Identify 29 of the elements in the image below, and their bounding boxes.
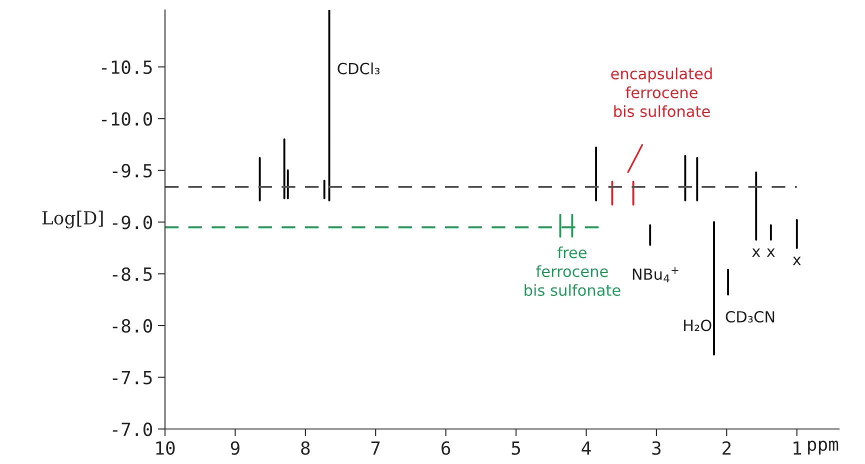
y-tick-label: -7.5 [112, 371, 152, 384]
x-tick-label: 5 [512, 441, 520, 455]
x-tick-label: 7 [371, 441, 380, 455]
y-tick-label: -10.5 [102, 60, 152, 74]
x-tick-label: 2 [722, 441, 731, 455]
annotation: x [752, 248, 760, 257]
x-tick-label: 8 [301, 441, 310, 455]
x-axis-title: ppm [808, 440, 838, 455]
y-tick-label: -8.5 [112, 267, 152, 281]
annotation: free ferrocene bis sulfonate [524, 246, 620, 296]
x-tick-label: 9 [230, 441, 240, 455]
x-tick-label: 1 [794, 441, 802, 455]
y-tick-label: -10.0 [102, 112, 152, 126]
x-tick-label: 6 [442, 441, 450, 455]
annotation: CD₃CN [726, 310, 774, 323]
y-tick-label: -7.0 [112, 422, 152, 436]
y-tick-label: -9.0 [112, 216, 152, 230]
x-tick-label: 3 [652, 441, 661, 455]
x-tick-label: 4 [582, 441, 591, 455]
y-tick-label: -8.0 [112, 319, 152, 333]
y-axis-title: Log[D] [42, 210, 103, 228]
annotation: CDCl₃ [338, 62, 380, 74]
annotation: NBu$_{4}$$^{+}$ [632, 267, 678, 282]
annotation: x [792, 256, 801, 266]
annotation: H₂O [684, 320, 712, 332]
x-tick-label: 10 [156, 441, 175, 455]
y-tick-label: -9.5 [112, 164, 152, 178]
annotation: encapsulated ferrocene bis sulfonate [611, 68, 712, 118]
annotation: x [766, 248, 775, 257]
